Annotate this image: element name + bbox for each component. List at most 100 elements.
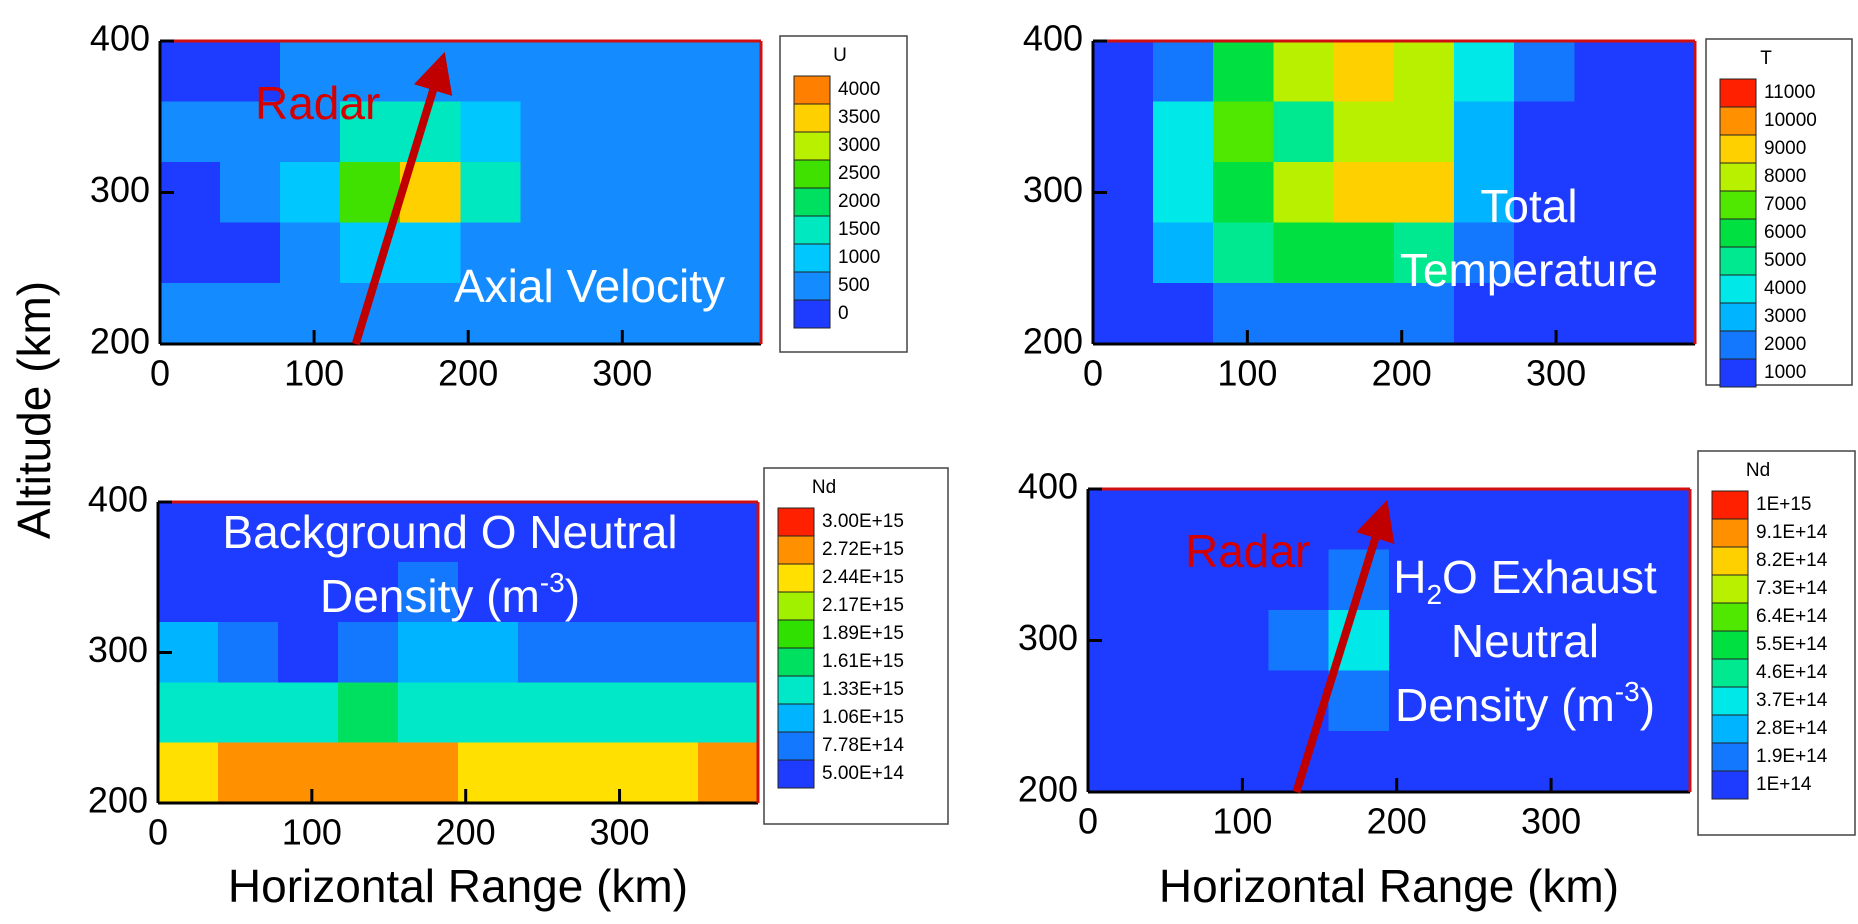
heat-cell [1574, 40, 1636, 102]
colorbar-title: U [833, 45, 847, 66]
colorbar-label: 3500 [838, 107, 880, 128]
heat-cell [1213, 161, 1274, 224]
heat-cell [1453, 101, 1515, 163]
colorbar-box [1711, 630, 1749, 660]
colorbar-box [1719, 162, 1757, 192]
heat-cell [700, 283, 762, 345]
colorbar-box [793, 215, 831, 245]
heat-cell [219, 40, 281, 102]
colorbar-box [1711, 602, 1749, 632]
heat-cell [517, 682, 579, 744]
y-tick-label: 300 [1023, 169, 1083, 210]
colorbar-label: 3.7E+14 [1756, 690, 1828, 711]
colorbar-box [1711, 742, 1749, 772]
colorbar-label: 3000 [838, 135, 880, 156]
heat-cell [277, 682, 339, 744]
heat-cell [1273, 40, 1335, 102]
colorbar-box [1711, 658, 1749, 688]
heat-cell [277, 622, 339, 683]
annotation: Total [1480, 180, 1577, 232]
heat-cell [1152, 161, 1214, 224]
annotation-part: Density (m [1395, 679, 1615, 731]
colorbar-box [777, 619, 815, 649]
heat-cell [580, 40, 642, 102]
heat-cell [1569, 549, 1631, 611]
heat-cell [157, 561, 219, 623]
colorbar-title: Nd [812, 477, 836, 498]
colorbar-label: 2000 [838, 191, 880, 212]
heat-cell [1208, 670, 1269, 732]
heat-cell [1268, 549, 1330, 611]
heat-cell [337, 501, 399, 563]
radar-beam [351, 51, 453, 346]
heat-cell [1268, 609, 1330, 672]
colorbar-box [1719, 78, 1757, 108]
heat-cell [1634, 222, 1696, 284]
heat-cell [1208, 731, 1269, 793]
heat-cell [159, 40, 221, 102]
heat-cell [1514, 161, 1575, 224]
annotation-part: -3 [540, 567, 565, 598]
colorbar-box [1719, 274, 1757, 304]
x-tick-label: 200 [438, 353, 498, 394]
heat-cell [400, 222, 461, 284]
heat-cell [1208, 488, 1269, 550]
heat-cell [159, 283, 221, 345]
heat-cell [337, 561, 399, 623]
heat-cell [1448, 609, 1510, 672]
colorbar-box [777, 591, 815, 621]
annotation: Background O Neutral [222, 506, 677, 558]
colorbar-box [793, 131, 831, 161]
x-tick-label: 200 [436, 812, 496, 853]
heat-cell [460, 40, 521, 102]
heat-cell [337, 622, 399, 683]
annotation-part: Background O Neutral [222, 506, 677, 558]
colorbar-box [777, 675, 815, 705]
heat-cell [1087, 549, 1149, 611]
colorbar-label: 1.9E+14 [1756, 746, 1828, 767]
colorbar-box [1719, 358, 1757, 388]
heat-cell [460, 222, 521, 284]
heat-cell [1328, 731, 1390, 793]
heat-cell [1448, 488, 1510, 550]
colorbar-box [1711, 546, 1749, 576]
annotation-part: Radar [1185, 525, 1310, 577]
heat-cell [1574, 283, 1636, 345]
colorbar-label: 5.5E+14 [1756, 634, 1828, 655]
colorbar-label: 8.2E+14 [1756, 550, 1828, 571]
colorbar-box [1719, 330, 1757, 360]
heat-cell [1634, 161, 1696, 224]
colorbar-label: 1000 [838, 247, 880, 268]
heat-cell [517, 742, 579, 804]
colorbar-box [1711, 714, 1749, 744]
colorbar-label: 1.06E+15 [822, 707, 904, 728]
colorbar-label: 2.72E+15 [822, 539, 904, 560]
heat-cell [520, 161, 581, 224]
heat-cell [1333, 161, 1395, 224]
heat-cell [159, 222, 221, 284]
heat-cell [157, 682, 219, 744]
colorbar-label: 4.6E+14 [1756, 662, 1828, 683]
heat-cell [1509, 731, 1570, 793]
heat-cell [640, 222, 702, 284]
x-tick-label: 100 [284, 353, 344, 394]
heat-cell [1273, 283, 1335, 345]
heat-cell [219, 222, 281, 284]
y-tick-label: 300 [90, 169, 150, 210]
colorbar-box [793, 159, 831, 189]
heat-cell [279, 161, 341, 224]
heat-cell [1152, 40, 1214, 102]
heat-cell [1213, 222, 1274, 284]
heat-cell [397, 682, 459, 744]
heat-cell [1208, 609, 1269, 672]
heat-cell [640, 161, 702, 224]
heat-cell [1147, 731, 1209, 793]
annotation-part: ) [565, 570, 580, 622]
x-tick-label: 0 [1078, 801, 1098, 842]
heat-cell [1448, 670, 1510, 732]
heat-cell [700, 222, 762, 284]
annotation: Radar [1185, 525, 1310, 577]
heat-cell [1273, 161, 1335, 224]
colorbar-box [1719, 302, 1757, 332]
heat-cell [157, 742, 219, 804]
